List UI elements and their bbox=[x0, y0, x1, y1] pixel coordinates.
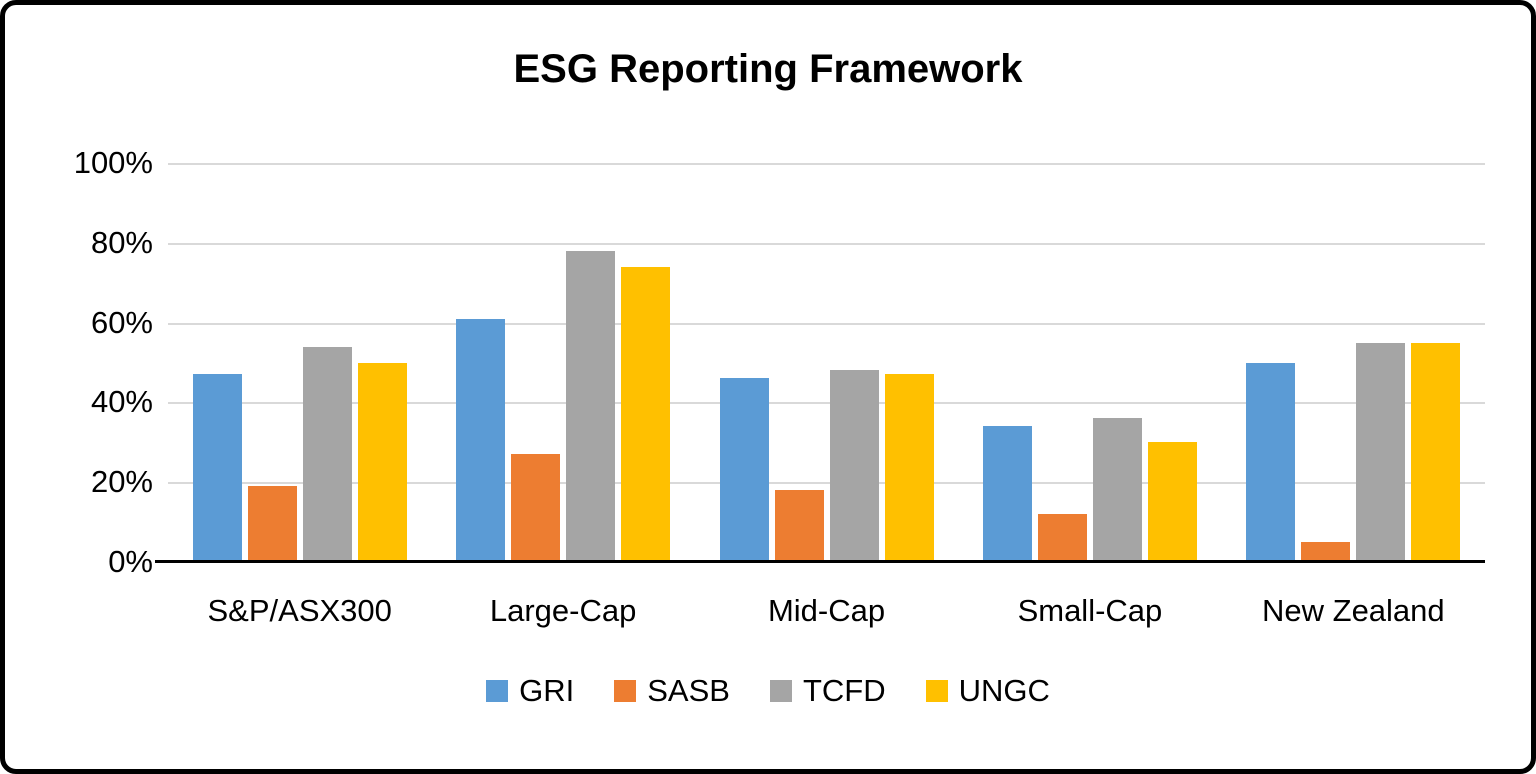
bar-group bbox=[168, 163, 431, 562]
gridline bbox=[168, 242, 1485, 245]
legend-item: SASB bbox=[614, 673, 730, 709]
y-tick-label: 100% bbox=[73, 145, 153, 180]
y-tick-label: 60% bbox=[90, 304, 153, 340]
x-category-label: New Zealand bbox=[1262, 593, 1445, 628]
bar-gri bbox=[192, 374, 242, 562]
x-axis-line bbox=[155, 560, 1485, 563]
legend-swatch-icon bbox=[925, 680, 948, 702]
gridline bbox=[168, 482, 1485, 485]
bar-tcfd bbox=[566, 250, 616, 562]
x-axis-labels: S&P/ASX300 Large-Cap Mid-Cap Small-Cap New Z… bbox=[168, 593, 1485, 629]
gridline bbox=[168, 163, 1485, 165]
y-tick-label: 0% bbox=[108, 544, 153, 579]
bar-ungc bbox=[1147, 442, 1197, 562]
plot-area bbox=[155, 163, 1485, 563]
bar-group bbox=[695, 163, 958, 562]
bar-gri bbox=[719, 378, 769, 562]
x-category-label: Mid-Cap bbox=[767, 593, 886, 628]
bar-ungc bbox=[621, 266, 671, 562]
bar-sasb bbox=[247, 486, 297, 562]
x-category-label: Large-Cap bbox=[489, 593, 637, 628]
legend-swatch-icon bbox=[486, 680, 509, 702]
bar-gri bbox=[456, 318, 506, 562]
x-category-label: S&P/ASX300 bbox=[207, 593, 392, 628]
legend-item: TCFD bbox=[769, 673, 886, 709]
legend: GRI SASB TCFD UNGC bbox=[5, 673, 1531, 709]
chart-title: ESG Reporting Framework bbox=[513, 47, 1023, 91]
bar-sasb bbox=[1301, 542, 1351, 562]
x-category-label: Small-Cap bbox=[1017, 593, 1163, 628]
legend-label: GRI bbox=[519, 673, 575, 708]
gridline bbox=[168, 402, 1485, 405]
bar-tcfd bbox=[1092, 418, 1142, 562]
y-tick-label: 80% bbox=[90, 224, 153, 260]
legend-label: SASB bbox=[647, 673, 730, 708]
bar-sasb bbox=[511, 454, 561, 562]
legend-item: UNGC bbox=[925, 673, 1050, 709]
legend-swatch-icon bbox=[614, 680, 637, 702]
y-tick-label: 20% bbox=[90, 464, 153, 500]
gridline bbox=[168, 322, 1485, 325]
bar-group bbox=[1222, 163, 1485, 562]
bar-tcfd bbox=[302, 346, 352, 562]
bar-gri bbox=[982, 426, 1032, 562]
bar-sasb bbox=[1037, 514, 1087, 562]
legend-swatch-icon bbox=[769, 680, 792, 702]
bar-ungc bbox=[1411, 342, 1461, 562]
bar-sasb bbox=[774, 490, 824, 562]
bar-group bbox=[431, 163, 694, 562]
bar-ungc bbox=[884, 374, 934, 562]
bar-ungc bbox=[357, 362, 407, 562]
legend-label: TCFD bbox=[802, 673, 886, 708]
bar-group bbox=[958, 163, 1221, 562]
legend-label: UNGC bbox=[958, 673, 1050, 708]
bar-gri bbox=[1246, 362, 1296, 562]
bar-tcfd bbox=[1356, 342, 1406, 562]
bars-layer bbox=[168, 163, 1485, 562]
y-tick-label: 40% bbox=[90, 384, 153, 420]
legend-item: GRI bbox=[486, 673, 574, 709]
bar-tcfd bbox=[829, 370, 879, 562]
